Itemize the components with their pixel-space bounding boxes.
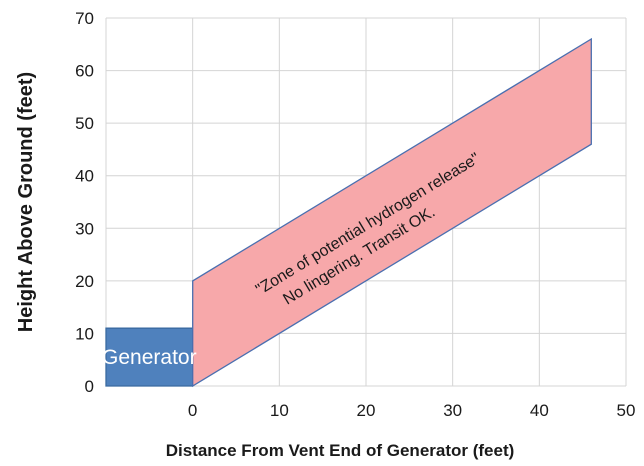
- x-tick-label: 10: [270, 401, 289, 420]
- x-tick-labels: 0 10 20 30 40 50: [188, 401, 636, 420]
- y-tick-label: 10: [75, 324, 94, 343]
- chart-shapes: [105, 37, 592, 388]
- x-tick-label: 50: [617, 401, 636, 420]
- y-tick-label: 0: [85, 377, 94, 396]
- y-tick-label: 60: [75, 62, 94, 81]
- x-tick-label: 20: [357, 401, 376, 420]
- y-tick-label: 40: [75, 167, 94, 186]
- y-tick-labels: 0 10 20 30 40 50 60 70: [75, 9, 94, 396]
- x-tick-label: 40: [530, 401, 549, 420]
- generator-label: Generator: [102, 346, 197, 369]
- y-tick-label: 30: [75, 219, 94, 238]
- y-tick-label: 50: [75, 114, 94, 133]
- y-tick-label: 70: [75, 9, 94, 28]
- x-tick-label: 0: [188, 401, 197, 420]
- hydrogen-zone: [192, 37, 592, 388]
- y-tick-label: 20: [75, 272, 94, 291]
- x-tick-label: 30: [443, 401, 462, 420]
- y-axis-title: Height Above Ground (feet): [15, 72, 37, 332]
- x-axis-title: Distance From Vent End of Generator (fee…: [166, 441, 515, 460]
